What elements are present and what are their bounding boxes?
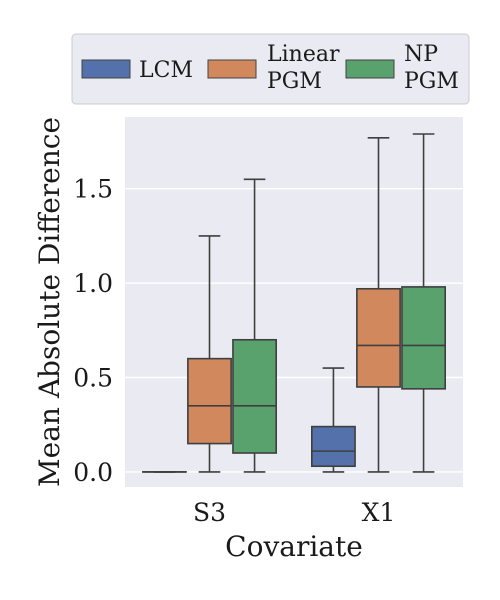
legend-frame: [71, 33, 470, 105]
boxes: [142, 133, 446, 473]
legend-entry-lcm: LCM: [81, 58, 193, 83]
y-tick-labels: 0.0 0.5 1.0 1.5: [73, 175, 113, 487]
box-body: [311, 425, 356, 468]
box-body: [187, 357, 232, 445]
box-lcm-x1: [311, 367, 356, 473]
box-linear-pgm-s3: [187, 235, 232, 473]
y-tick-label: 1.5: [73, 175, 113, 204]
box-body: [356, 287, 401, 388]
legend-label-line-2: PGM: [404, 69, 459, 94]
x-axis-label: Covariate: [225, 530, 363, 563]
x-tick-labels: S3 X1: [193, 498, 395, 527]
legend-label: LCM: [139, 58, 193, 83]
x-tick-label: X1: [362, 498, 396, 527]
y-tick-label: 1.0: [73, 269, 113, 298]
box-np-pgm-s3: [232, 178, 277, 473]
legend-label-line-2: PGM: [267, 69, 322, 94]
box-np-pgm-x1: [401, 133, 446, 473]
legend-swatch: [345, 59, 395, 79]
legend-entry-linear-pgm: Linear PGM: [207, 42, 340, 94]
box-body: [401, 286, 446, 390]
legend-swatch: [207, 59, 257, 79]
box-body: [232, 338, 277, 454]
x-tick-label: S3: [193, 498, 226, 527]
y-tick-label: 0.5: [73, 364, 113, 393]
legend-swatch: [81, 59, 131, 79]
legend-entry-np-pgm: NP PGM: [345, 42, 459, 94]
y-tick-label: 0.0: [73, 458, 113, 487]
legend-label-line-1: NP: [404, 42, 438, 67]
legend-label-line-1: Linear: [267, 42, 340, 67]
y-axis-label: Mean Absolute Difference: [33, 117, 66, 487]
legend: LCM Linear PGM NP PGM: [71, 33, 470, 105]
box-linear-pgm-x1: [356, 136, 401, 473]
